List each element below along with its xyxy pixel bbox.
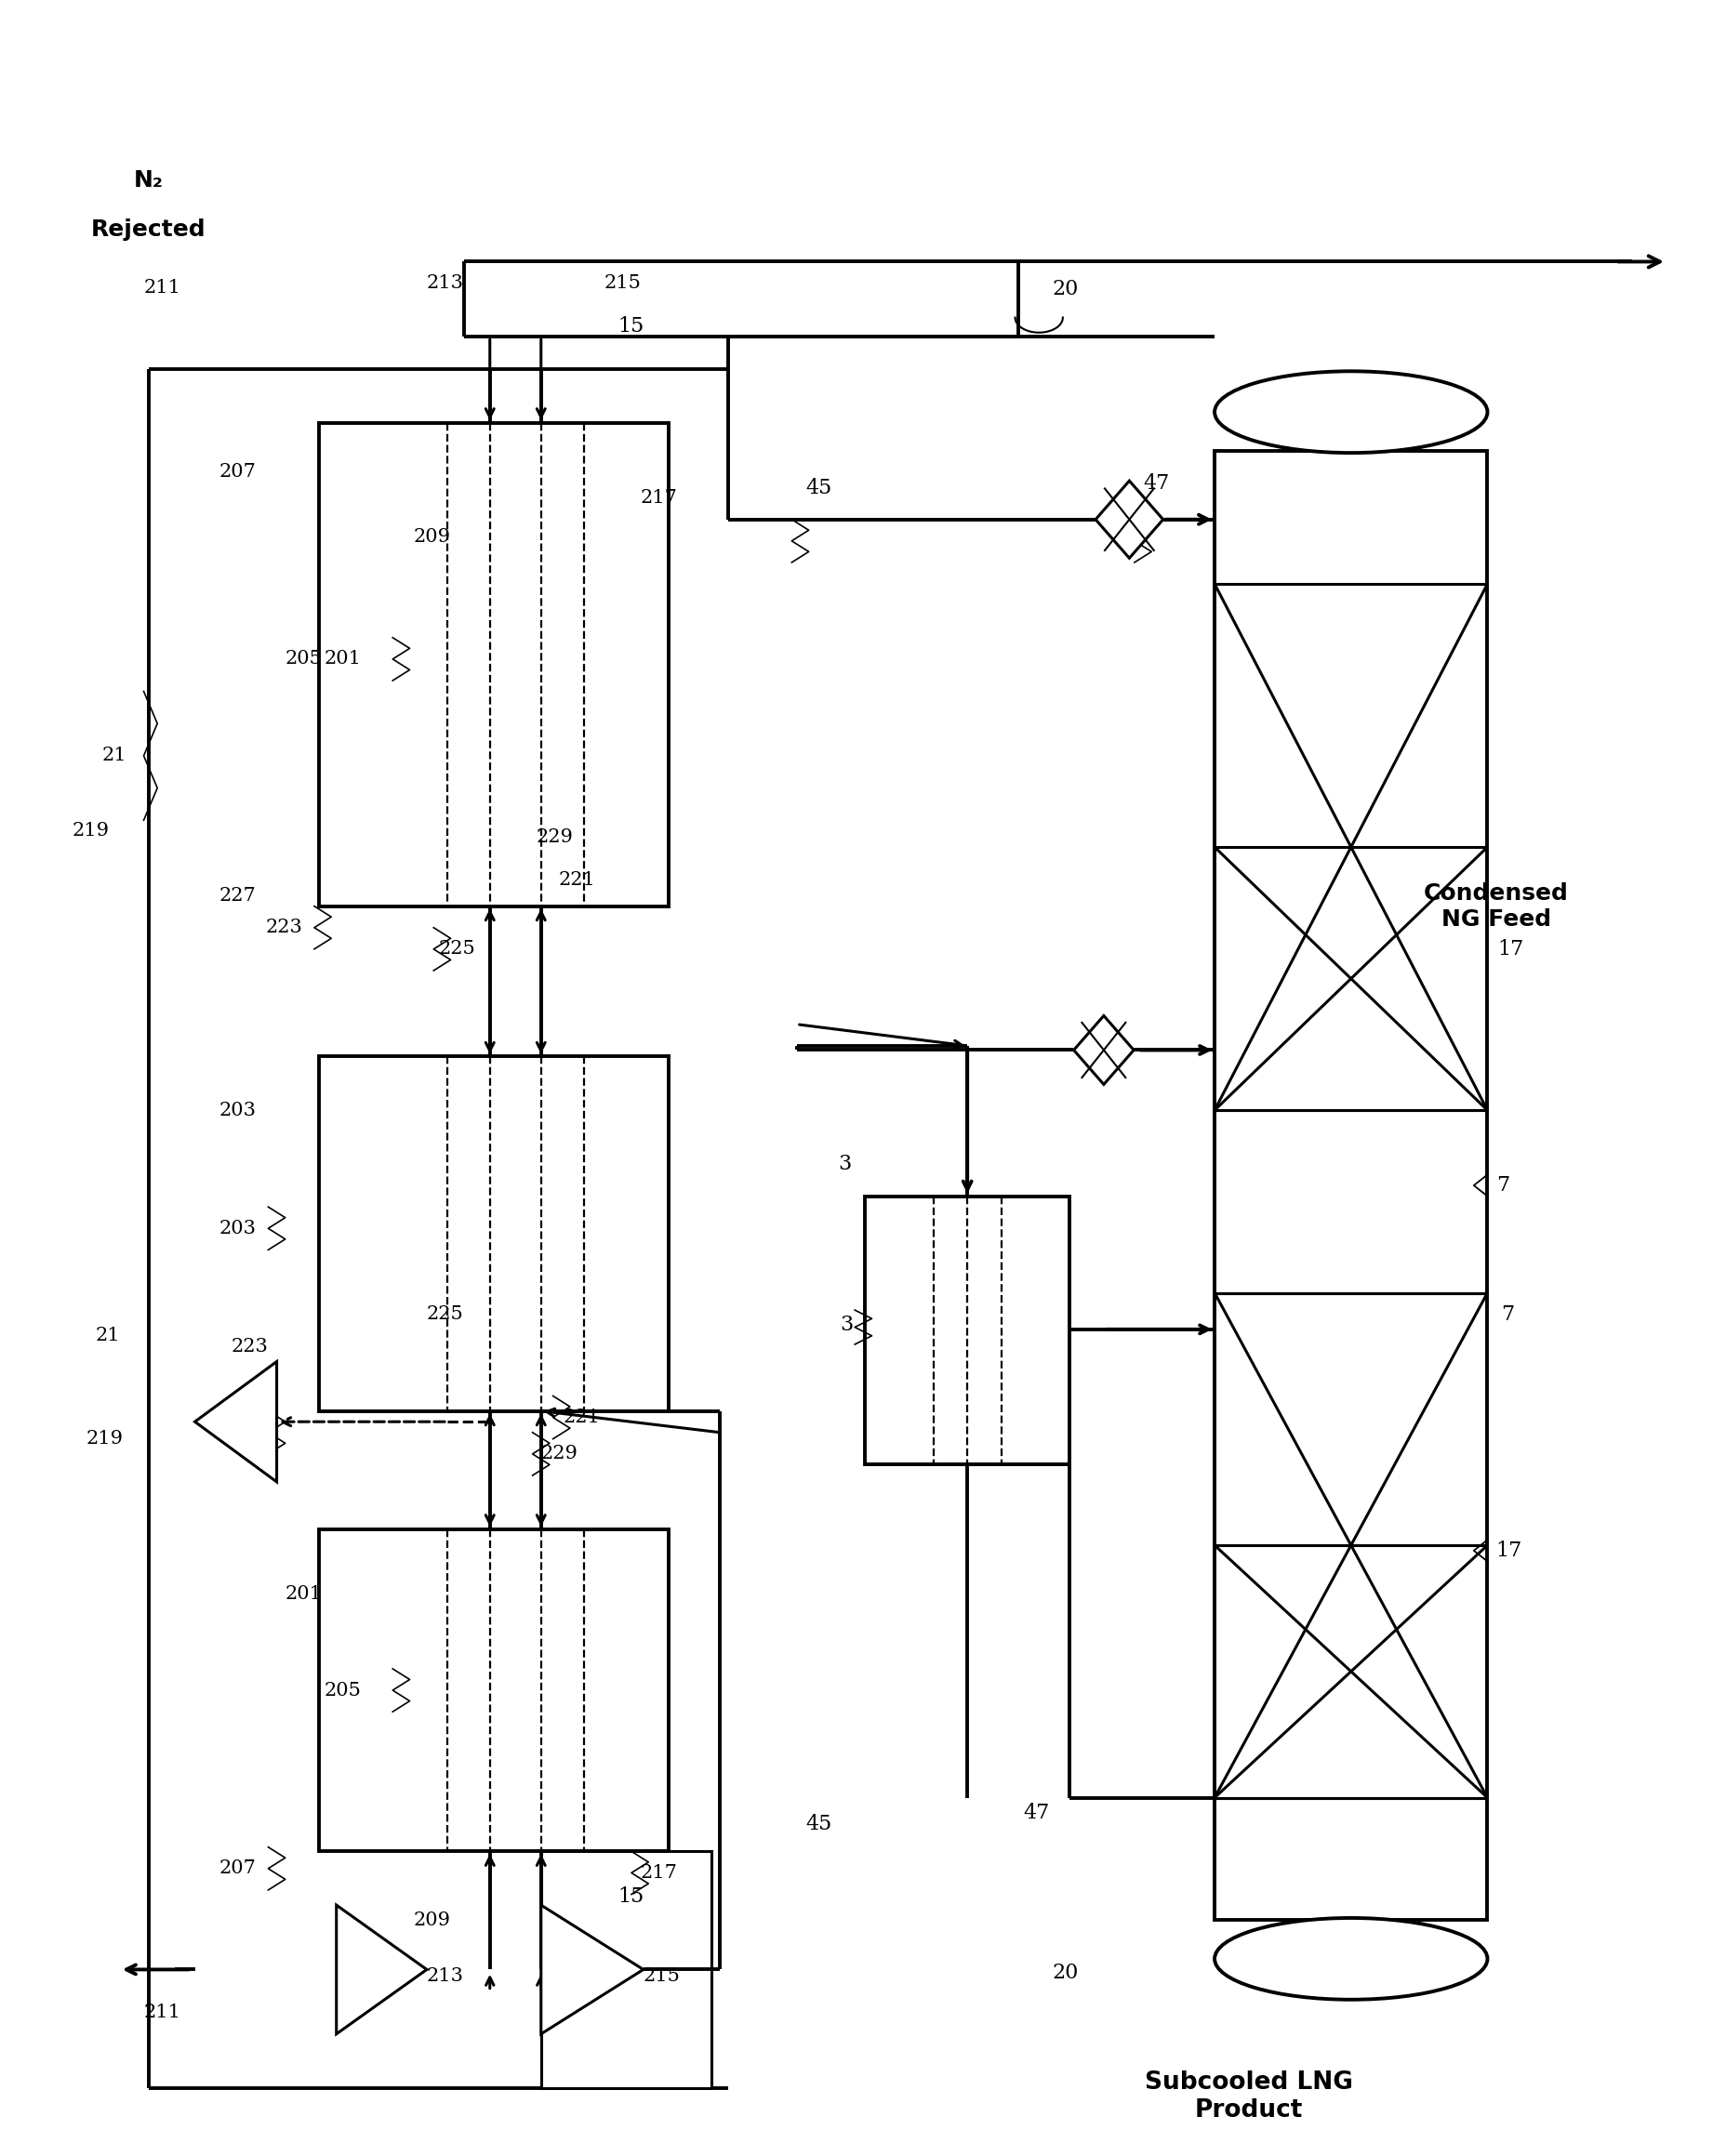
Text: 213: 213: [427, 274, 464, 291]
Text: 17: 17: [1495, 1539, 1523, 1561]
Text: 3: 3: [839, 1315, 853, 1335]
Text: Condensed
NG Feed: Condensed NG Feed: [1424, 882, 1569, 929]
Text: 20: 20: [1052, 278, 1079, 300]
Polygon shape: [541, 1906, 644, 2033]
Text: 15: 15: [618, 317, 644, 336]
Bar: [319, 423, 668, 906]
Text: 223: 223: [266, 918, 301, 936]
Text: 47: 47: [1024, 1802, 1050, 1824]
Bar: [319, 1529, 668, 1852]
Text: 227: 227: [219, 886, 257, 903]
Text: 21: 21: [101, 746, 127, 765]
Text: N₂: N₂: [134, 168, 164, 192]
Text: 211: 211: [144, 278, 182, 295]
Text: 223: 223: [231, 1337, 269, 1356]
Text: 201: 201: [324, 651, 361, 668]
Text: 209: 209: [413, 1910, 451, 1930]
Text: 203: 203: [219, 1102, 257, 1119]
Text: Rejected: Rejected: [91, 218, 206, 241]
Text: 47: 47: [1143, 472, 1170, 494]
Text: 229: 229: [536, 828, 572, 845]
Text: 213: 213: [427, 1966, 464, 1986]
Text: 217: 217: [641, 489, 677, 507]
Text: 7: 7: [1495, 1175, 1509, 1197]
Polygon shape: [1074, 1015, 1134, 1084]
Text: 215: 215: [644, 1966, 680, 1986]
Text: 219: 219: [72, 821, 110, 841]
Bar: [1215, 451, 1487, 1921]
Text: 17: 17: [1497, 938, 1525, 959]
Text: 225: 225: [439, 940, 476, 957]
Text: 215: 215: [605, 274, 641, 291]
Text: 205: 205: [324, 1682, 361, 1699]
Text: 219: 219: [86, 1429, 123, 1447]
Text: 203: 203: [219, 1220, 257, 1238]
Bar: [541, 1852, 711, 2087]
Polygon shape: [195, 1363, 278, 1481]
Bar: [319, 1056, 668, 1410]
Text: 201: 201: [286, 1585, 322, 1602]
Text: 15: 15: [618, 1886, 644, 1908]
Text: 221: 221: [564, 1408, 600, 1427]
Text: 21: 21: [96, 1326, 120, 1345]
Text: 225: 225: [427, 1307, 464, 1324]
Text: 227: 227: [219, 1423, 257, 1442]
Text: 3: 3: [838, 1153, 851, 1175]
Text: 209: 209: [413, 528, 451, 545]
Text: 20: 20: [1052, 1964, 1079, 1984]
Text: 45: 45: [805, 1813, 831, 1835]
Ellipse shape: [1215, 371, 1487, 453]
Text: 217: 217: [641, 1865, 677, 1882]
Text: 7: 7: [1501, 1304, 1514, 1324]
Text: 229: 229: [541, 1445, 577, 1462]
Text: 207: 207: [219, 464, 257, 481]
Bar: [865, 1197, 1069, 1464]
Ellipse shape: [1215, 1919, 1487, 1999]
Text: 45: 45: [805, 476, 831, 498]
Polygon shape: [1096, 481, 1163, 558]
Text: 221: 221: [558, 871, 594, 888]
Text: 205: 205: [286, 651, 322, 668]
Text: Subcooled LNG
Product: Subcooled LNG Product: [1144, 2070, 1353, 2122]
Text: 211: 211: [144, 2003, 182, 2022]
Text: 207: 207: [219, 1861, 257, 1878]
Polygon shape: [336, 1906, 427, 2033]
